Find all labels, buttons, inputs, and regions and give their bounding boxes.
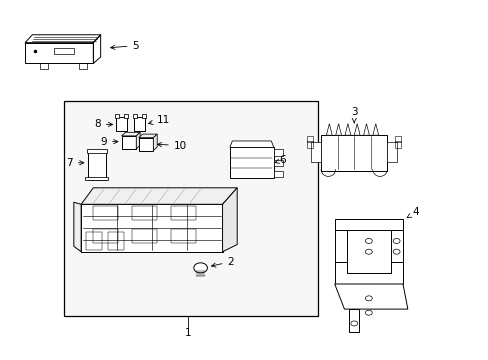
Bar [394,136,400,142]
Polygon shape [81,204,222,252]
Bar [116,117,127,131]
Polygon shape [81,188,237,204]
Bar [93,229,118,243]
Circle shape [392,249,399,254]
Bar [134,117,145,131]
Polygon shape [363,124,368,135]
Polygon shape [344,124,350,135]
Bar [132,206,157,220]
Polygon shape [229,141,273,147]
Bar [139,138,153,150]
Polygon shape [390,220,402,262]
Bar [321,135,386,171]
Bar [64,101,317,316]
Text: 10: 10 [157,140,186,150]
Bar [394,141,400,148]
Text: 9: 9 [100,137,118,147]
Text: 2: 2 [211,257,234,267]
Text: 7: 7 [66,158,83,168]
Text: 6: 6 [275,155,285,165]
Polygon shape [348,309,358,332]
Bar [142,114,146,118]
Bar [133,114,137,118]
Polygon shape [139,134,157,138]
Circle shape [193,263,207,273]
Bar [86,232,102,250]
Text: 11: 11 [148,115,170,125]
Bar [171,206,195,220]
Text: 8: 8 [94,120,112,129]
Bar [311,142,321,162]
Circle shape [392,238,399,243]
Polygon shape [334,220,402,230]
Bar [108,232,123,250]
Bar [132,229,157,243]
Bar [85,177,108,180]
Circle shape [350,321,357,326]
Bar [273,149,282,156]
Bar [386,142,396,162]
Bar [115,114,119,118]
Bar [307,141,313,148]
Bar [307,136,313,142]
Polygon shape [222,188,237,252]
Bar [122,136,136,149]
Text: 4: 4 [407,207,419,217]
Text: 5: 5 [110,41,139,50]
Text: 1: 1 [185,328,191,338]
Bar [54,48,74,54]
Polygon shape [334,230,346,262]
Circle shape [365,310,371,315]
Polygon shape [334,262,402,284]
Bar [88,152,105,180]
Circle shape [365,238,371,243]
Polygon shape [335,124,341,135]
Bar [171,229,195,243]
Polygon shape [334,284,407,309]
Bar [86,149,107,153]
Polygon shape [136,132,140,149]
Bar [79,63,87,69]
Bar [40,63,48,69]
Bar [93,206,118,220]
Polygon shape [122,132,140,136]
Bar [273,160,282,166]
Bar [273,171,282,177]
Text: 3: 3 [350,107,357,123]
Polygon shape [326,124,331,135]
Polygon shape [153,134,157,150]
Polygon shape [353,124,359,135]
Circle shape [365,249,371,254]
Bar [229,147,273,178]
Polygon shape [74,202,81,252]
Bar [124,114,128,118]
Polygon shape [372,124,378,135]
Circle shape [365,296,371,301]
